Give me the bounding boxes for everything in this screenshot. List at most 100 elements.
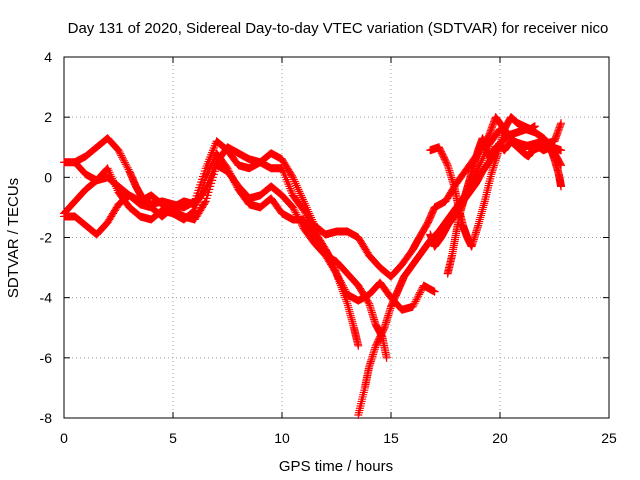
data-point-marker bbox=[289, 205, 298, 214]
data-point-marker bbox=[303, 213, 312, 222]
data-point-marker bbox=[341, 293, 350, 302]
data-point-marker bbox=[557, 146, 566, 155]
data-point-marker bbox=[337, 283, 346, 292]
data-point-marker bbox=[557, 119, 566, 128]
data-point-marker bbox=[305, 216, 314, 225]
x-tick-label: 10 bbox=[274, 430, 290, 446]
data-point-marker bbox=[339, 289, 348, 298]
grid-lines bbox=[64, 57, 609, 418]
data-point-marker bbox=[292, 210, 301, 219]
data-point-marker bbox=[411, 297, 420, 306]
data-point-marker bbox=[307, 222, 316, 231]
data-point-marker bbox=[410, 299, 419, 308]
data-point-marker bbox=[430, 287, 439, 296]
data-point-marker bbox=[291, 179, 300, 188]
y-tick-label: -4 bbox=[40, 290, 53, 306]
data-point-marker bbox=[295, 215, 304, 224]
y-tick-label: 2 bbox=[44, 109, 52, 125]
data-point-marker bbox=[341, 295, 350, 304]
data-point-marker bbox=[336, 281, 345, 290]
data-point-marker bbox=[340, 291, 349, 300]
data-point-marker bbox=[296, 217, 305, 226]
data-point-marker bbox=[104, 166, 113, 175]
data-point-marker bbox=[119, 155, 128, 164]
data-point-marker bbox=[530, 122, 539, 131]
data-point-marker bbox=[342, 297, 351, 306]
data-point-marker bbox=[295, 187, 304, 196]
data-point-marker bbox=[290, 177, 299, 186]
data-point-marker bbox=[293, 183, 302, 192]
data-point-marker bbox=[289, 175, 298, 184]
data-point-marker bbox=[117, 151, 126, 160]
data-point-marker bbox=[308, 223, 317, 232]
data-point-marker bbox=[415, 290, 424, 299]
data-point-marker bbox=[297, 220, 306, 229]
data-point-marker bbox=[116, 149, 125, 158]
y-tick-label: -2 bbox=[40, 230, 53, 246]
data-point-marker bbox=[416, 288, 425, 297]
data-point-marker bbox=[354, 341, 363, 350]
data-point-marker bbox=[300, 208, 309, 217]
data-point-marker bbox=[416, 286, 425, 295]
data-series bbox=[426, 113, 539, 251]
data-point-marker bbox=[304, 215, 313, 224]
data-point-marker bbox=[114, 146, 123, 155]
data-point-marker bbox=[336, 279, 345, 288]
data-point-marker bbox=[382, 353, 391, 362]
x-tick-label: 5 bbox=[169, 430, 177, 446]
data-point-marker bbox=[339, 287, 348, 296]
data-point-marker bbox=[120, 158, 129, 167]
data-point-marker bbox=[118, 153, 127, 162]
data-point-marker bbox=[408, 302, 417, 311]
data-series bbox=[60, 149, 439, 314]
data-point-marker bbox=[296, 189, 305, 198]
data-markers bbox=[60, 113, 566, 419]
data-point-marker bbox=[478, 154, 487, 163]
y-axis-label: SDTVAR / TECUs bbox=[5, 178, 22, 298]
data-point-marker bbox=[301, 209, 310, 218]
data-point-marker bbox=[294, 185, 303, 194]
data-point-marker bbox=[335, 277, 344, 286]
x-tick-label: 25 bbox=[601, 430, 617, 446]
data-point-marker bbox=[294, 213, 303, 222]
data-point-marker bbox=[292, 181, 301, 190]
data-point-marker bbox=[306, 218, 315, 227]
data-point-marker bbox=[200, 186, 209, 195]
x-axis-label: GPS time / hours bbox=[279, 458, 393, 475]
data-point-marker bbox=[122, 162, 131, 171]
data-series bbox=[70, 158, 391, 362]
data-point-marker bbox=[297, 191, 306, 200]
data-point-marker bbox=[287, 171, 296, 180]
data-point-marker bbox=[291, 208, 300, 217]
y-tick-label: -6 bbox=[40, 350, 53, 366]
data-point-marker bbox=[557, 182, 566, 191]
data-point-marker bbox=[103, 164, 112, 173]
data-point-marker bbox=[121, 160, 130, 169]
chart-title: Day 131 of 2020, Sidereal Day-to-day VTE… bbox=[68, 20, 609, 37]
data-point-marker bbox=[290, 206, 299, 215]
data-point-marker bbox=[123, 163, 132, 172]
data-point-marker bbox=[288, 173, 297, 182]
data-point-marker bbox=[299, 206, 308, 215]
data-point-marker bbox=[307, 220, 316, 229]
data-point-marker bbox=[302, 211, 311, 220]
data-point-marker bbox=[115, 148, 124, 157]
y-tick-label: 0 bbox=[44, 169, 52, 185]
data-point-marker bbox=[189, 207, 198, 216]
data-point-marker bbox=[200, 198, 209, 207]
data-point-marker bbox=[413, 293, 422, 302]
data-point-marker bbox=[293, 212, 302, 221]
data-point-marker bbox=[297, 219, 306, 228]
data-point-marker bbox=[412, 295, 421, 304]
x-tick-label: 15 bbox=[383, 430, 399, 446]
data-series bbox=[443, 134, 566, 278]
y-tick-label: -8 bbox=[40, 410, 53, 426]
data-point-marker bbox=[409, 300, 418, 309]
y-tick-label: 4 bbox=[44, 49, 52, 65]
data-point-marker bbox=[334, 275, 343, 284]
x-tick-label: 20 bbox=[492, 430, 508, 446]
axis-ticks: 0 5 10 15 20 25 -8 -6 -4 -2 0 2 4 bbox=[40, 49, 617, 446]
data-point-marker bbox=[298, 195, 307, 204]
data-point-marker bbox=[288, 203, 297, 212]
